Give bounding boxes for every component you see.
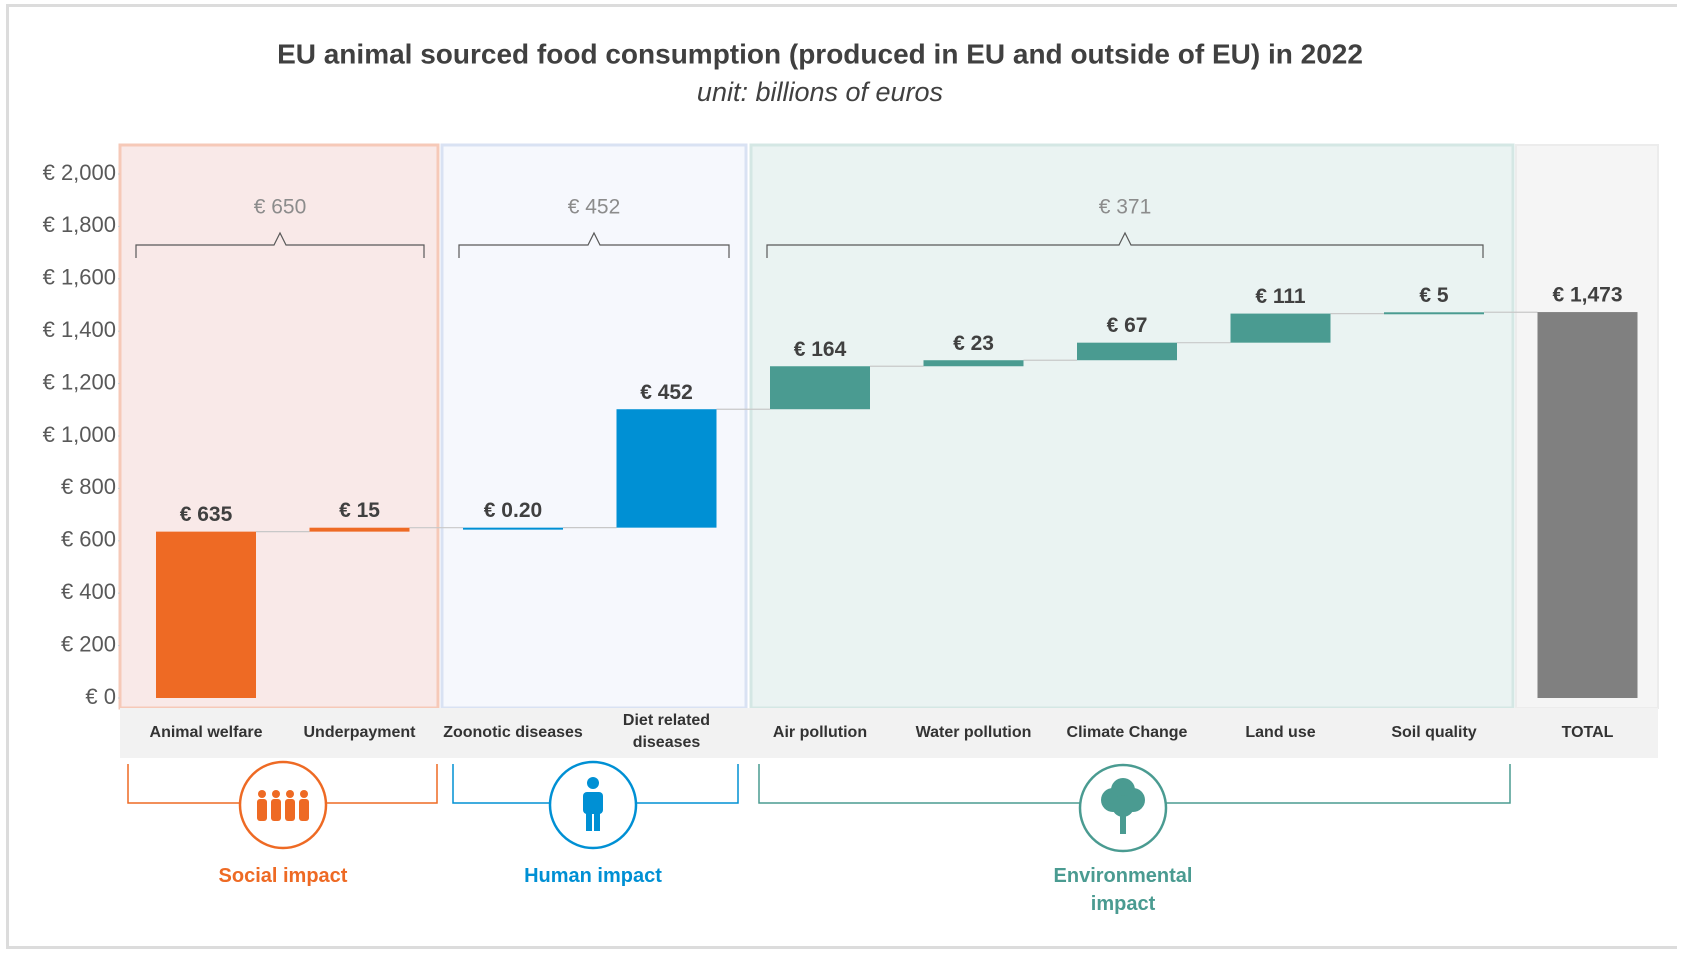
x-tick-label: Land use — [1245, 724, 1316, 741]
y-tick-label: € 2,000 — [43, 160, 116, 185]
icons — [238, 760, 1168, 853]
y-tick-label: € 600 — [61, 527, 116, 552]
y-tick-label: € 1,800 — [43, 212, 116, 237]
chart-subtitle: unit: billions of euros — [697, 77, 943, 107]
group-panel — [749, 143, 1515, 710]
value-label: € 15 — [339, 499, 380, 522]
person-icon — [548, 760, 638, 850]
x-tick-label: TOTAL — [1561, 724, 1614, 741]
group-total-label: € 452 — [568, 196, 621, 219]
group-label: Human impact — [524, 865, 662, 887]
frame — [6, 4, 1677, 949]
y-tick-label: € 1,600 — [43, 265, 116, 290]
x-tick-label: Diet related diseases — [622, 712, 711, 751]
chart-title: EU animal sourced food consumption (prod… — [277, 38, 1363, 69]
bar — [616, 409, 717, 528]
value-label: € 23 — [953, 332, 994, 355]
value-label: € 67 — [1107, 314, 1148, 337]
group-total-label: € 371 — [1099, 196, 1152, 219]
value-label: € 111 — [1255, 285, 1306, 308]
bar — [1230, 313, 1331, 343]
bar — [156, 531, 256, 698]
x-tick-label: Climate Change — [1066, 724, 1188, 741]
y-tick-label: € 1,400 — [43, 317, 116, 342]
y-tick-label: € 200 — [61, 631, 116, 656]
y-tick-label: € 1,000 — [43, 422, 116, 447]
bar — [309, 527, 410, 532]
value-label: € 5 — [1419, 284, 1449, 307]
value-label: € 635 — [180, 503, 233, 526]
group-total-label: € 650 — [254, 196, 307, 219]
x-tick-label: Air pollution — [772, 724, 868, 741]
people-icon — [238, 760, 328, 850]
y-tick-label: € 400 — [61, 579, 116, 604]
x-tick-label: Water pollution — [915, 724, 1032, 741]
value-label: € 0.20 — [484, 499, 542, 522]
group-bracket — [135, 231, 425, 258]
bar — [923, 360, 1024, 367]
value-label: € 1,473 — [1552, 284, 1622, 307]
x-tick-label: Zoonotic diseases — [443, 724, 583, 741]
bar — [1384, 312, 1484, 315]
y-tick-label: € 1,200 — [43, 369, 116, 394]
bar — [1537, 312, 1638, 698]
tree-icon — [1078, 763, 1168, 853]
bar — [770, 366, 870, 410]
value-label: € 164 — [794, 338, 847, 361]
group-bracket — [458, 231, 730, 258]
y-tick-label: € 800 — [61, 474, 116, 499]
group-label: Social impact — [218, 865, 348, 887]
group-label: Environmental impact — [1053, 865, 1193, 915]
x-tick-label: Soil quality — [1391, 724, 1477, 741]
y-tick-label: € 0 — [85, 684, 116, 709]
value-label: € 452 — [640, 381, 693, 404]
category-strip — [120, 708, 1658, 758]
bar — [463, 527, 563, 530]
x-tick-label: Underpayment — [303, 724, 416, 741]
bar — [1077, 342, 1177, 361]
group-bracket — [766, 231, 1484, 258]
x-tick-label: Animal welfare — [149, 724, 263, 741]
